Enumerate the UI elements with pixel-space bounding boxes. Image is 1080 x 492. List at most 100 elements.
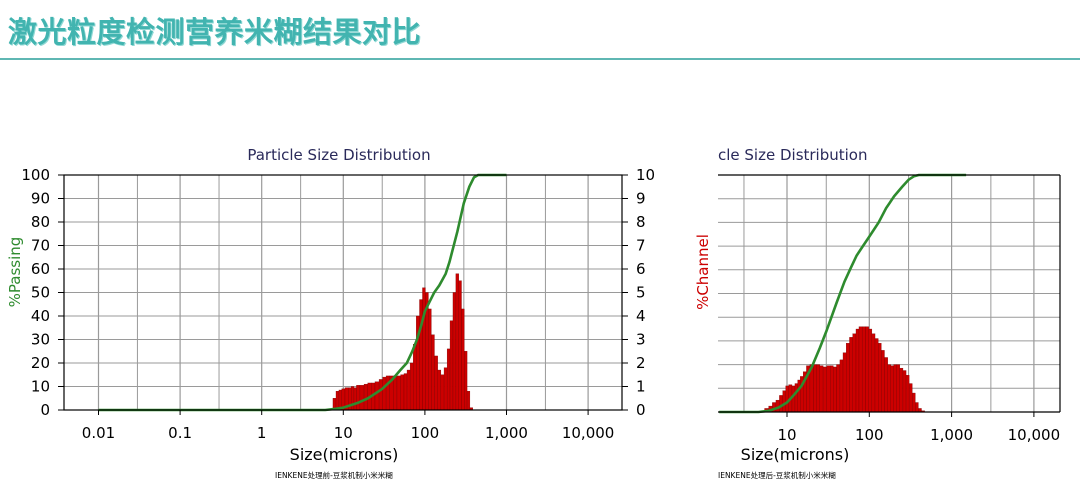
histogram-bar <box>868 328 873 413</box>
page-title: 激光粒度检测营养米糊结果对比 <box>8 15 422 49</box>
histogram-bar <box>861 326 866 413</box>
histogram-bar <box>794 383 798 413</box>
x-tick-label: 10 <box>334 424 353 442</box>
histogram-bar <box>846 343 850 413</box>
axis-ticks: 10 100 1,000 10,000 <box>777 412 1060 444</box>
y-left-tick-label: 70 <box>31 237 50 255</box>
y-right-tick-label: 0 <box>636 401 646 419</box>
histogram-bar <box>374 381 380 411</box>
chart-title: Particle Size Distribution <box>247 146 430 164</box>
histogram-bar <box>458 280 462 411</box>
y-right-tick-label: 3 <box>636 331 646 349</box>
histogram-bar <box>782 390 786 413</box>
chart-caption: IENKENE处理前-豆浆机制小米米糊 <box>275 470 393 480</box>
histogram-bar <box>434 355 438 411</box>
histogram-bar <box>874 338 879 413</box>
histogram-bar <box>871 333 876 413</box>
x-tick-label: 0.01 <box>82 424 115 442</box>
histogram-bar <box>422 287 426 411</box>
histogram-bar <box>406 369 411 411</box>
y-left-tick-label: 20 <box>31 354 50 372</box>
histogram-bar <box>400 374 405 411</box>
channel-histogram <box>760 326 925 413</box>
y-left-tick-label: 40 <box>31 307 50 325</box>
passing-curve <box>98 173 507 412</box>
chart-caption: IENKENE处理后-豆浆机制小米米糊 <box>718 470 836 480</box>
histogram-bar <box>819 365 824 413</box>
histogram-bar <box>822 366 827 413</box>
y-left-tick-label: 0 <box>40 401 50 419</box>
histogram-bar <box>440 374 445 411</box>
histogram-bar <box>881 350 885 413</box>
histogram-bar <box>797 379 801 413</box>
y-left-tick-label: 80 <box>31 213 50 231</box>
histogram-bar <box>816 364 820 413</box>
x-tick-label: 10,000 <box>1008 426 1061 444</box>
histogram-bar <box>449 320 454 411</box>
chart-after: 10 100 1,000 10,000 cle Size Distribution S… <box>694 146 1061 480</box>
y-right-tick-label: 7 <box>636 237 646 255</box>
histogram-bar <box>464 351 468 411</box>
x-axis-label: Size(microns) <box>741 445 850 464</box>
histogram-bar <box>428 308 432 411</box>
histogram-bar <box>779 395 783 413</box>
histogram-bar <box>836 364 841 413</box>
y-right-tick-label: 2 <box>636 354 646 372</box>
histogram-bar <box>826 365 831 413</box>
histogram-bar <box>409 362 414 411</box>
x-tick-label: 100 <box>411 424 440 442</box>
chart-title: cle Size Distribution <box>718 146 867 164</box>
y-right-tick-label: 9 <box>636 190 646 208</box>
histogram-bar <box>351 386 355 411</box>
x-tick-label: 0.1 <box>168 424 192 442</box>
y-left-tick-label: 60 <box>31 260 50 278</box>
histogram-bar <box>915 402 919 413</box>
histogram-bar <box>461 308 465 411</box>
x-tick-label: 10,000 <box>562 424 615 442</box>
histogram-bar <box>849 337 853 413</box>
y-axis-right-label: %Channel <box>694 234 712 310</box>
histogram-bar <box>413 344 417 411</box>
y-left-tick-label: 90 <box>31 190 50 208</box>
histogram-bar <box>455 273 459 411</box>
histogram-bar <box>830 365 834 413</box>
chart-before: 0.01 0.1 1 10 100 1,000 10,0000102030405060708… <box>6 146 655 480</box>
histogram-bar <box>437 369 442 411</box>
x-axis-label: Size(microns) <box>290 445 399 464</box>
histogram-bar <box>393 375 398 411</box>
histogram-bar <box>887 364 891 413</box>
histogram-bar <box>813 364 817 413</box>
histogram-bar <box>452 292 457 411</box>
title-divider <box>0 58 1080 60</box>
histogram-bar <box>878 343 882 413</box>
axis-ticks: 0.01 0.1 1 10 100 1,000 10,0000102030405060708… <box>21 166 655 442</box>
histogram-bar <box>419 299 423 411</box>
histogram-bar <box>858 326 863 413</box>
histogram-bar <box>466 391 471 411</box>
histogram-bar <box>902 370 907 413</box>
y-right-tick-label: 4 <box>636 307 646 325</box>
histogram-bar <box>446 348 451 411</box>
histogram-bar <box>893 364 897 413</box>
histogram-bar <box>356 385 361 411</box>
x-tick-label: 10 <box>777 426 796 444</box>
histogram-bar <box>908 383 913 413</box>
histogram-bar <box>443 367 448 411</box>
y-right-tick-label: 6 <box>636 260 646 278</box>
histogram-bar <box>852 333 857 413</box>
histogram-bar <box>791 385 796 413</box>
y-axis-left-label: %Passing <box>6 237 24 308</box>
grid-lines <box>718 175 1060 412</box>
histogram-bar <box>431 334 435 411</box>
x-tick-label: 1,000 <box>930 426 973 444</box>
histogram-bar <box>896 364 900 413</box>
histogram-bar <box>403 373 408 411</box>
histogram-bar <box>396 375 401 411</box>
histogram-bar <box>899 367 904 413</box>
x-tick-label: 100 <box>855 426 884 444</box>
y-left-tick-label: 50 <box>31 284 50 302</box>
histogram-bar <box>912 392 916 413</box>
histogram-bar <box>378 379 383 411</box>
x-tick-label: 1 <box>257 424 267 442</box>
